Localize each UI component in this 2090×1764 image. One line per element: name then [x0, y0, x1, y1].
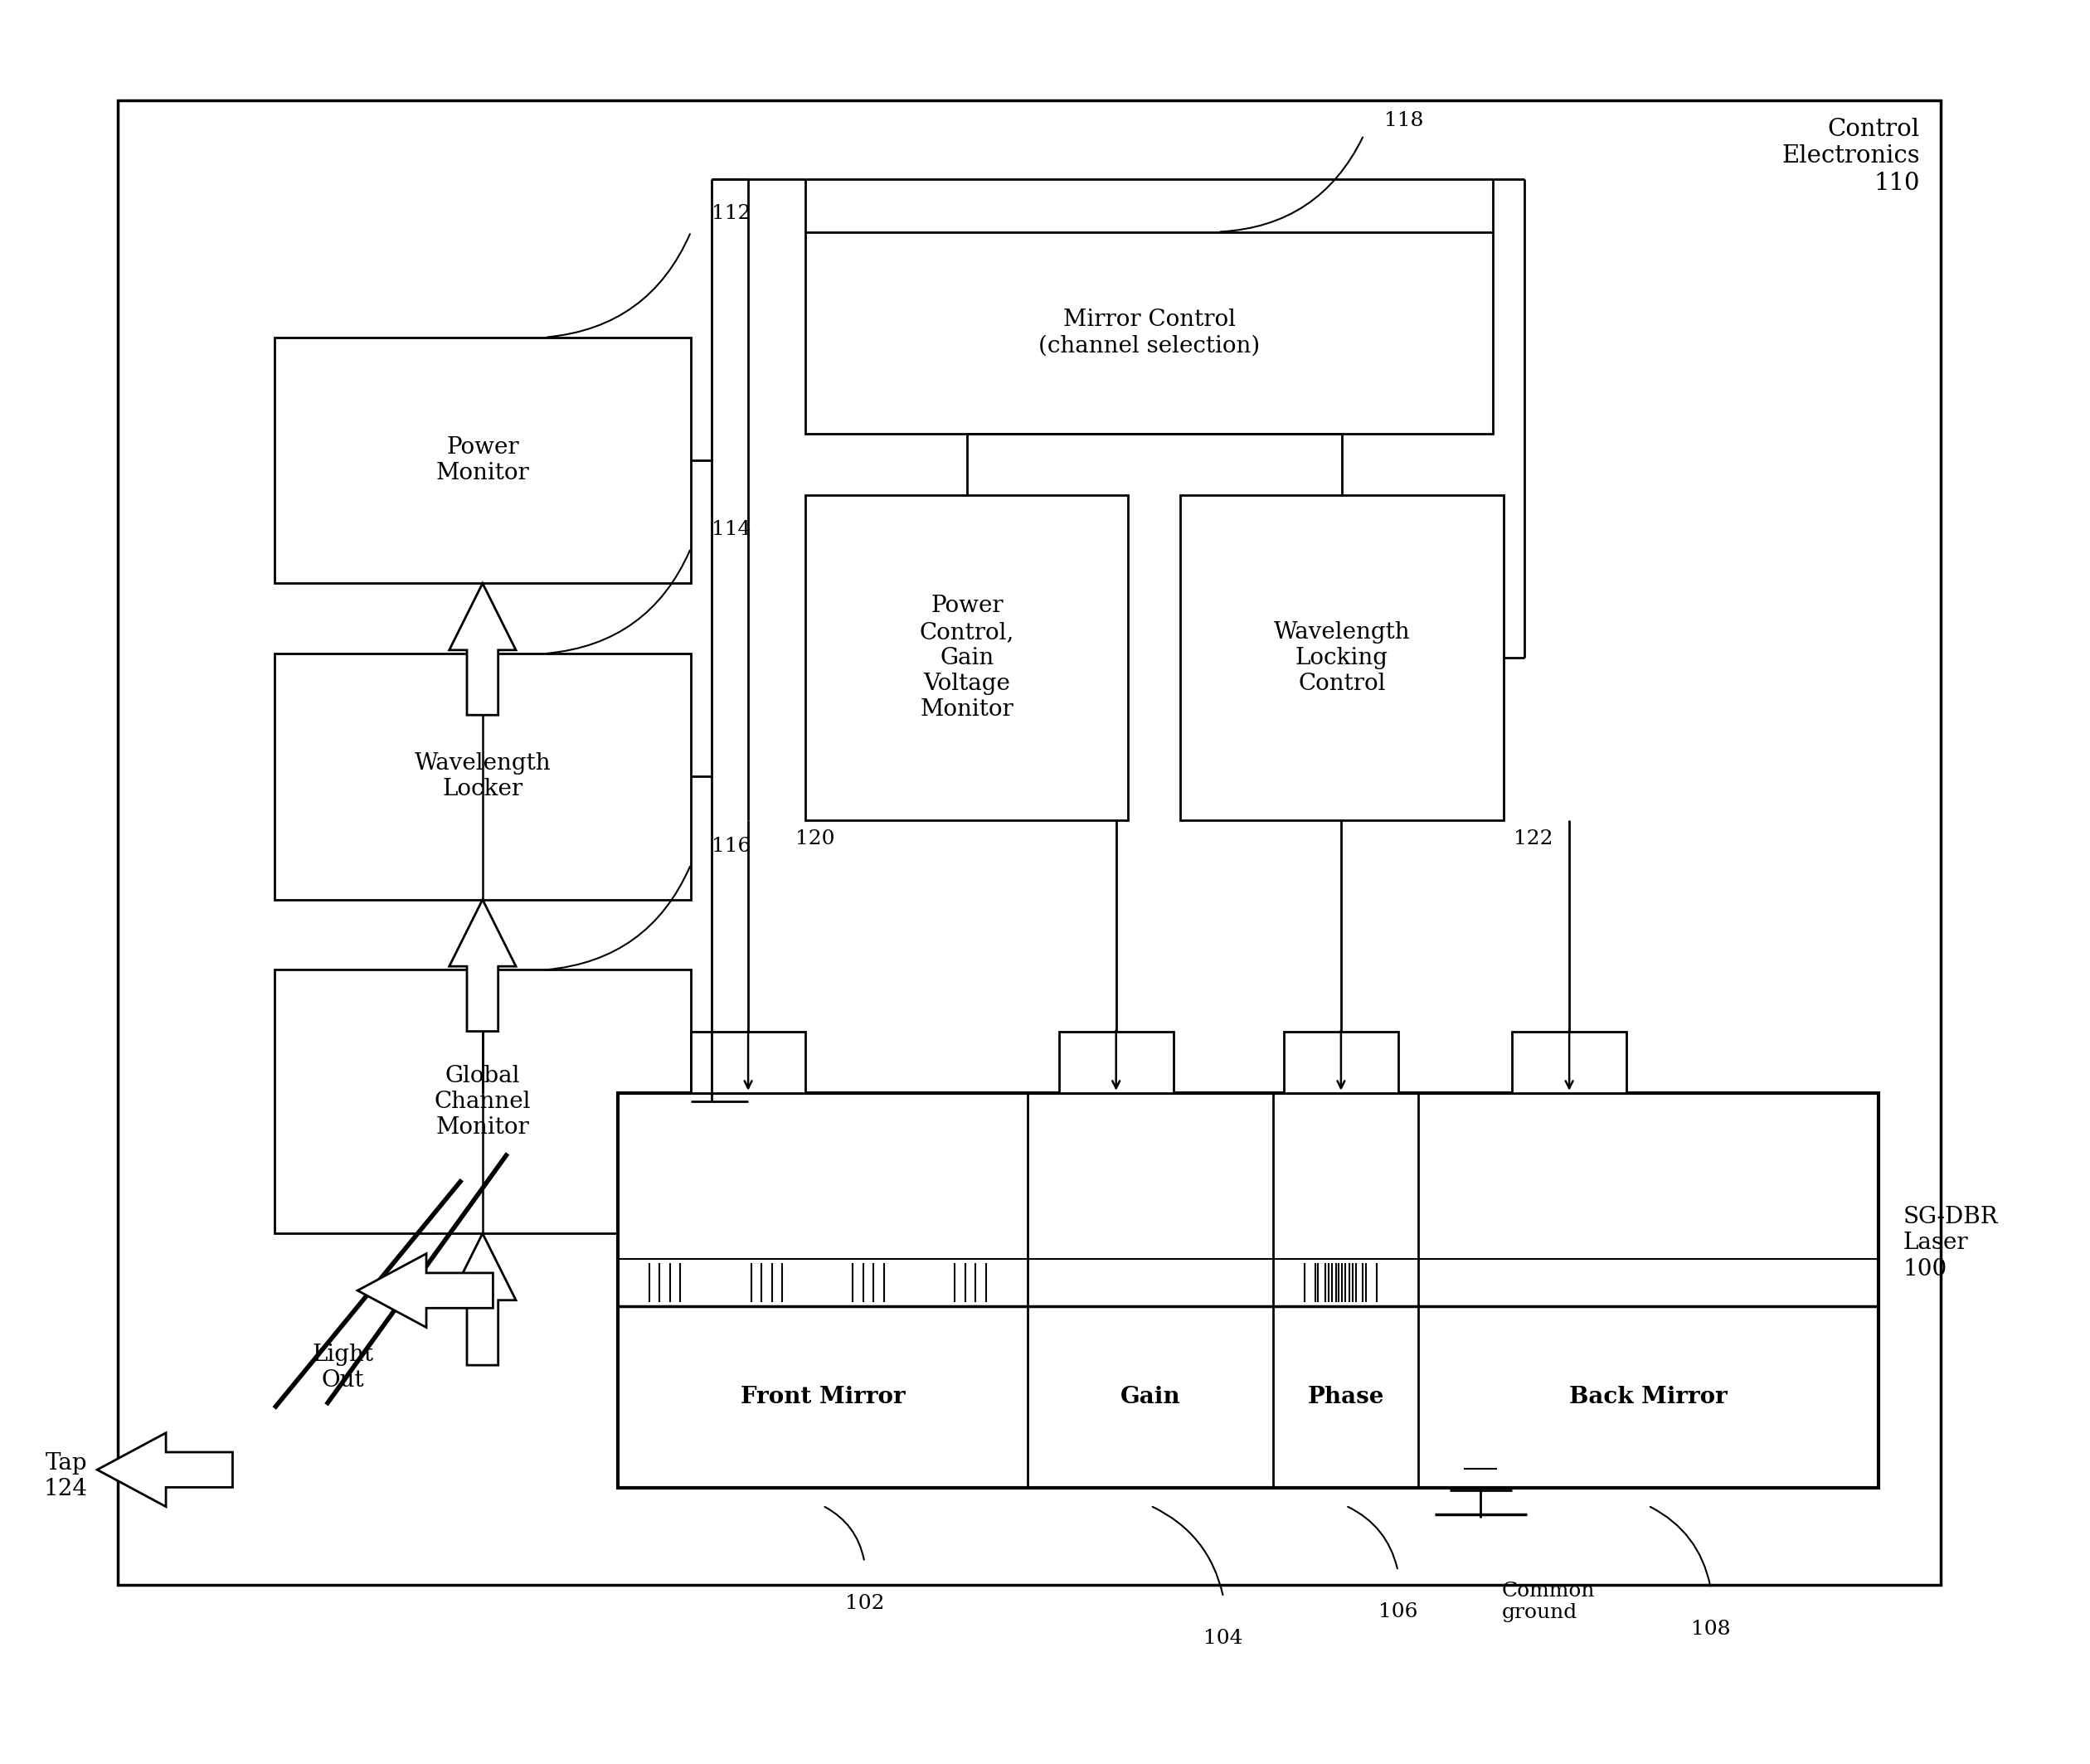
Bar: [619, 1094, 1879, 1489]
Bar: [805, 496, 1129, 820]
Text: Tap
124: Tap 124: [44, 1452, 88, 1501]
Text: 112: 112: [713, 205, 750, 222]
Text: 118: 118: [1384, 111, 1423, 131]
Bar: [117, 101, 1942, 1584]
Text: Light
Out: Light Out: [311, 1342, 374, 1392]
Text: Back Mirror: Back Mirror: [1570, 1387, 1726, 1408]
Bar: [274, 654, 692, 900]
Text: 102: 102: [844, 1593, 884, 1612]
Bar: [692, 1032, 805, 1094]
Text: Control
Electronics
110: Control Electronics 110: [1781, 118, 1921, 194]
Bar: [805, 231, 1492, 434]
Text: 114: 114: [713, 520, 750, 540]
Text: Global
Channel
Monitor: Global Channel Monitor: [435, 1064, 531, 1140]
Bar: [274, 337, 692, 584]
Polygon shape: [449, 584, 516, 714]
Text: 116: 116: [713, 836, 750, 856]
Text: Power
Control,
Gain
Voltage
Monitor: Power Control, Gain Voltage Monitor: [920, 594, 1014, 721]
Bar: [1060, 1032, 1172, 1094]
Text: Gain: Gain: [1120, 1387, 1181, 1408]
Bar: [1181, 496, 1503, 820]
Text: Wavelength
Locking
Control: Wavelength Locking Control: [1273, 621, 1411, 695]
Bar: [1511, 1032, 1626, 1094]
Polygon shape: [449, 900, 516, 1032]
Text: Power
Monitor: Power Monitor: [437, 436, 529, 485]
Polygon shape: [449, 1233, 516, 1365]
Bar: [274, 970, 692, 1233]
Text: 104: 104: [1204, 1628, 1244, 1648]
Text: Wavelength
Locker: Wavelength Locker: [414, 753, 552, 801]
Text: 106: 106: [1377, 1602, 1417, 1621]
Polygon shape: [357, 1254, 493, 1328]
Text: Common
ground: Common ground: [1501, 1581, 1595, 1623]
Polygon shape: [98, 1432, 232, 1506]
Text: 120: 120: [794, 829, 834, 848]
Text: 122: 122: [1513, 829, 1553, 848]
Bar: [1283, 1032, 1398, 1094]
Text: SG-DBR
Laser
100: SG-DBR Laser 100: [1904, 1207, 1998, 1281]
Text: Phase: Phase: [1308, 1387, 1384, 1408]
Text: Front Mirror: Front Mirror: [740, 1387, 905, 1408]
Text: 108: 108: [1691, 1619, 1731, 1639]
Text: Mirror Control
(channel selection): Mirror Control (channel selection): [1039, 309, 1260, 356]
